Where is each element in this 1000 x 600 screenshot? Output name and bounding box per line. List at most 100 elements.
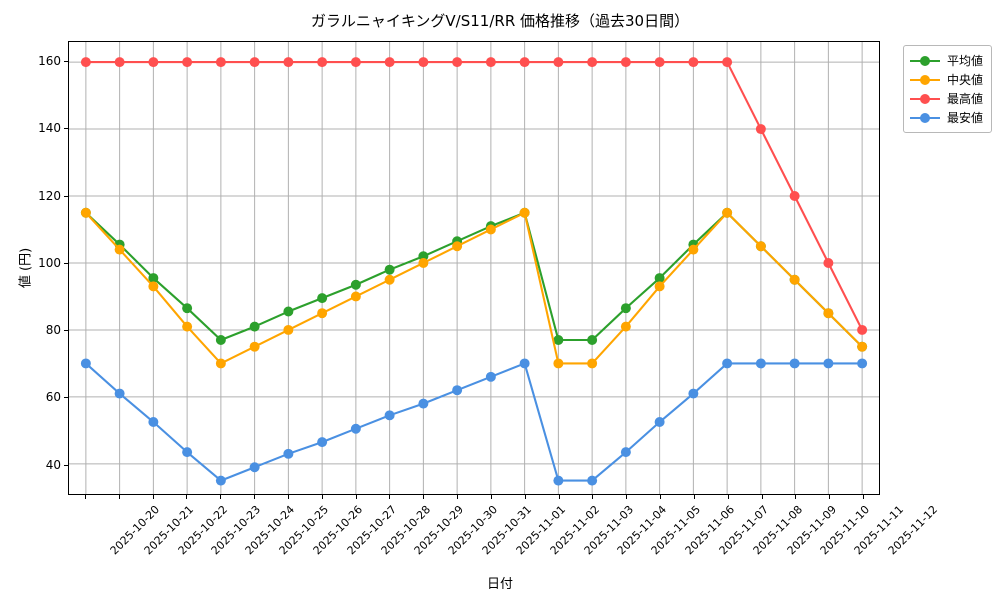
data-point — [215, 475, 226, 486]
x-tick-mark — [152, 495, 154, 499]
data-point — [350, 291, 361, 302]
data-point — [215, 57, 226, 68]
data-point — [317, 308, 328, 319]
legend-swatch — [909, 111, 940, 125]
legend-label: 最高値 — [946, 92, 983, 106]
y-tick-label: 80 — [45, 323, 61, 338]
chart-legend: 平均値中央値最高値最安値 — [902, 45, 992, 133]
x-tick-mark — [220, 495, 222, 499]
legend-swatch — [909, 92, 940, 106]
legend-marker-dot — [919, 74, 930, 85]
data-point — [789, 274, 800, 285]
series-line — [84, 211, 864, 365]
data-point — [553, 358, 564, 369]
data-point — [249, 321, 260, 332]
data-point — [215, 358, 226, 369]
data-point — [485, 224, 496, 235]
y-tick-mark — [64, 262, 68, 264]
data-point — [452, 385, 463, 396]
data-point — [148, 281, 159, 292]
y-tick-mark — [64, 330, 68, 332]
x-tick-mark — [84, 495, 86, 499]
data-point — [80, 358, 91, 369]
data-point — [755, 241, 766, 252]
x-tick-mark — [490, 495, 492, 499]
legend-swatch — [909, 73, 940, 87]
y-tick-mark — [64, 397, 68, 399]
data-point — [654, 281, 665, 292]
data-point — [654, 273, 665, 284]
data-point — [350, 423, 361, 434]
legend-marker-dot — [919, 112, 930, 123]
data-point — [384, 264, 395, 275]
x-tick-mark — [118, 495, 120, 499]
data-point — [789, 191, 800, 201]
series-line — [84, 362, 864, 482]
data-point — [587, 57, 598, 68]
data-point — [553, 475, 564, 486]
data-point — [519, 207, 530, 218]
data-point — [249, 57, 260, 68]
legend-swatch — [909, 54, 940, 68]
data-point — [823, 308, 834, 319]
data-point — [688, 57, 699, 68]
data-point — [452, 57, 463, 68]
data-point — [80, 57, 91, 68]
data-point — [519, 57, 530, 68]
data-point — [654, 57, 665, 68]
x-tick-mark — [389, 495, 391, 499]
x-axis-label: 日付 — [486, 577, 513, 592]
data-point — [857, 358, 868, 369]
y-tick-mark — [64, 128, 68, 130]
x-tick-mark — [355, 495, 357, 499]
data-point — [148, 57, 159, 68]
y-tick-label: 40 — [45, 457, 61, 472]
data-point — [114, 244, 125, 255]
data-point — [485, 57, 496, 68]
data-point — [755, 124, 766, 135]
data-point — [620, 321, 631, 332]
data-point — [418, 257, 429, 268]
data-point — [249, 341, 260, 352]
data-point — [350, 279, 361, 290]
y-tick-mark — [64, 195, 68, 197]
data-point — [587, 358, 598, 369]
y-tick-mark — [64, 61, 68, 63]
x-tick-mark — [795, 495, 797, 499]
x-tick-mark — [829, 495, 831, 499]
data-point — [722, 207, 733, 218]
data-point — [148, 417, 159, 427]
y-tick-label: 140 — [38, 121, 61, 136]
data-point — [80, 207, 91, 218]
data-point — [114, 388, 125, 399]
data-point — [620, 57, 631, 68]
data-point — [553, 335, 564, 345]
legend-item[interactable]: 平均値 — [909, 51, 983, 70]
data-point — [283, 306, 294, 317]
data-point — [384, 274, 395, 285]
x-tick-mark — [863, 495, 865, 499]
data-point — [620, 303, 631, 314]
series-layer — [80, 57, 868, 486]
y-tick-label: 60 — [45, 390, 61, 405]
data-point — [182, 321, 193, 332]
data-point — [755, 358, 766, 369]
x-tick-mark — [558, 495, 560, 499]
data-point — [283, 324, 294, 335]
data-point — [485, 371, 496, 382]
data-point — [789, 358, 800, 369]
legend-item[interactable]: 中央値 — [909, 70, 983, 89]
data-point — [823, 358, 834, 369]
legend-item[interactable]: 最安値 — [909, 108, 983, 127]
legend-label: 最安値 — [946, 111, 983, 125]
data-point — [182, 303, 193, 314]
data-point — [688, 388, 699, 399]
x-tick-mark — [321, 495, 323, 499]
legend-item[interactable]: 最高値 — [909, 89, 983, 108]
data-point — [114, 57, 125, 68]
data-point — [418, 398, 429, 409]
data-point — [182, 447, 193, 458]
legend-marker-dot — [919, 93, 930, 104]
legend-label: 平均値 — [946, 54, 983, 68]
